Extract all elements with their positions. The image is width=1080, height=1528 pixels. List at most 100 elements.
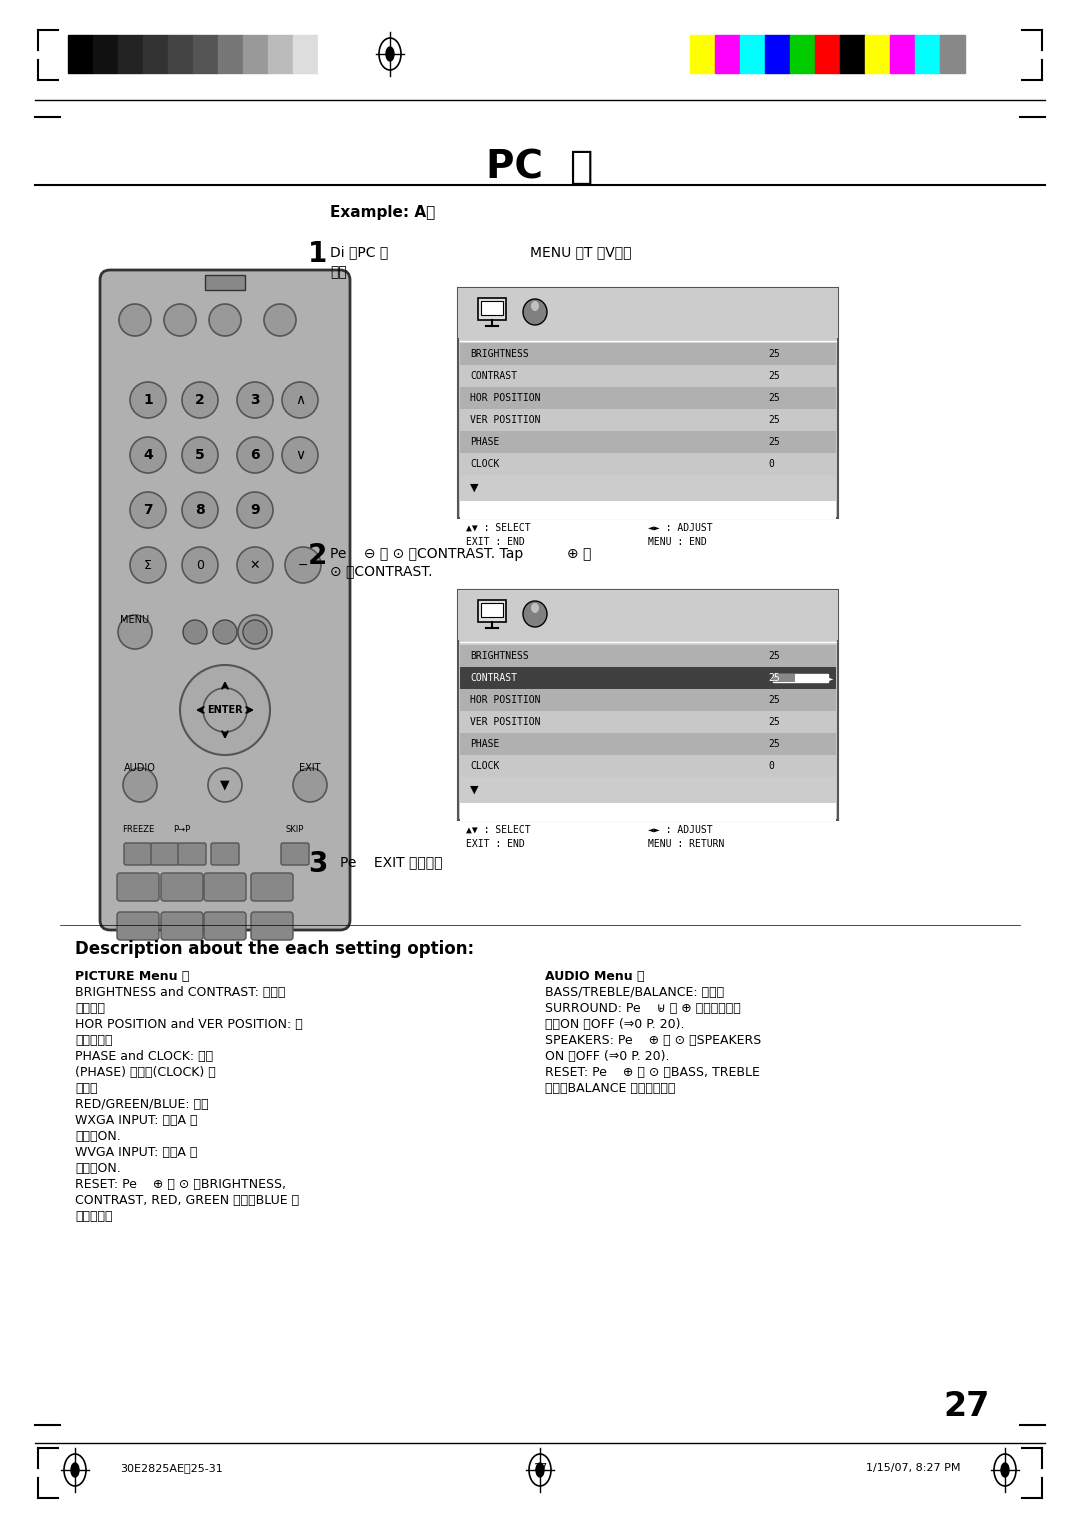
Ellipse shape [523,299,546,325]
Text: BRIGHTNESS: BRIGHTNESS [470,348,529,359]
Bar [460,410,836,431]
Circle shape [282,382,318,419]
Text: WXGA INPUT: 入力A が: WXGA INPUT: 入力A が [75,1114,198,1128]
Text: ✕: ✕ [249,559,260,571]
Text: SURROUND: Pe    ⊌ と ⊕ でいずれかを: SURROUND: Pe ⊌ と ⊕ でいずれかを [545,1002,741,1015]
Text: ►: ► [826,672,834,683]
Bar [118,35,143,73]
Bar [773,674,828,681]
Text: HOR POSITION and VER POSITION: 画: HOR POSITION and VER POSITION: 画 [75,1018,302,1031]
Text: 1: 1 [144,393,153,406]
Bar [773,674,795,681]
Text: ◄► : ADJUST: ◄► : ADJUST [648,825,713,834]
Text: 1/15/07, 8:27 PM: 1/15/07, 8:27 PM [865,1462,960,1473]
Bar [765,35,789,73]
Bar [458,287,838,518]
Text: RED/GREEN/BLUE: 色小: RED/GREEN/BLUE: 色小 [75,1099,208,1111]
Text: PHASE: PHASE [470,740,499,749]
Text: 2: 2 [308,542,327,570]
Text: 27: 27 [944,1390,990,1423]
Bar [481,301,503,315]
Bar [481,604,503,617]
Text: 4: 4 [144,448,153,461]
Circle shape [183,437,218,474]
Bar [460,733,836,755]
Text: ▼: ▼ [220,778,230,792]
FancyBboxPatch shape [251,872,293,902]
Bar [915,35,940,73]
Bar [460,452,836,475]
Bar [460,689,836,711]
Text: −: − [298,559,308,571]
Circle shape [237,382,273,419]
Circle shape [130,382,166,419]
Circle shape [293,769,327,802]
Bar [460,387,836,410]
FancyBboxPatch shape [204,872,246,902]
Circle shape [243,620,267,643]
Bar [940,35,966,73]
Text: ▼: ▼ [470,483,478,494]
Ellipse shape [523,601,546,626]
Text: 7: 7 [144,503,152,516]
Text: 27: 27 [532,1462,548,1473]
Text: 0: 0 [768,761,774,772]
Text: 25: 25 [768,717,780,727]
Text: 25: 25 [768,416,780,425]
Text: 25: 25 [768,740,780,749]
Text: 0: 0 [195,559,204,571]
Text: 入力のON.: 入力のON. [75,1131,121,1143]
Text: 選びON かOFF (⇒0 P. 20).: 選びON かOFF (⇒0 P. 20). [545,1018,685,1031]
Text: EXIT: EXIT [299,762,321,773]
Circle shape [213,620,237,643]
Text: PHASE: PHASE [470,437,499,448]
Bar [268,35,293,73]
Text: (PHASE) および(CLOCK) の: (PHASE) および(CLOCK) の [75,1067,216,1079]
Text: ⊙ でCONTRAST.: ⊙ でCONTRAST. [330,564,432,578]
Text: ▲▼ : SELECT: ▲▼ : SELECT [465,523,530,533]
Text: VER POSITION: VER POSITION [470,416,540,425]
Bar [740,35,765,73]
Circle shape [123,769,157,802]
Circle shape [237,547,273,584]
Text: 25: 25 [768,348,780,359]
Text: 9: 9 [251,503,260,516]
Text: 25: 25 [768,695,780,704]
Circle shape [183,620,207,643]
Bar [815,35,840,73]
Text: MENU をT プVデア: MENU をT プVデア [530,244,632,260]
Circle shape [264,304,296,336]
Text: およびBALANCE をリセット。: およびBALANCE をリセット。 [545,1082,675,1096]
Ellipse shape [531,301,539,312]
Text: 1: 1 [308,240,327,267]
Bar [789,35,815,73]
Ellipse shape [1001,1462,1009,1478]
Text: P→P: P→P [174,825,191,834]
Text: EXIT : END: EXIT : END [465,839,525,850]
Bar [68,35,93,73]
Text: PC  小: PC 小 [486,148,594,186]
Ellipse shape [536,1462,544,1478]
Bar [460,668,836,689]
Text: SKIP: SKIP [286,825,305,834]
Text: Example: A加: Example: A加 [330,205,435,220]
Text: MENU: MENU [121,614,149,625]
Circle shape [119,304,151,336]
Bar [690,35,715,73]
Bar [840,35,865,73]
Text: を記: を記 [330,264,347,280]
Text: EXIT : END: EXIT : END [465,536,525,547]
Bar [460,804,836,821]
Text: 30E2825AE余25-31: 30E2825AE余25-31 [120,1462,222,1473]
Bar [460,645,836,668]
Text: RESET: Pe    ⊕ と ⊙ でBASS, TREBLE: RESET: Pe ⊕ と ⊙ でBASS, TREBLE [545,1067,760,1079]
Bar [318,35,343,73]
FancyBboxPatch shape [100,270,350,931]
FancyBboxPatch shape [204,912,246,940]
FancyBboxPatch shape [124,843,152,865]
Text: PICTURE Menu 🖵: PICTURE Menu 🖵 [75,970,189,983]
Text: 25: 25 [768,393,780,403]
FancyBboxPatch shape [161,912,203,940]
FancyBboxPatch shape [251,912,293,940]
Text: 入力のON.: 入力のON. [75,1161,121,1175]
